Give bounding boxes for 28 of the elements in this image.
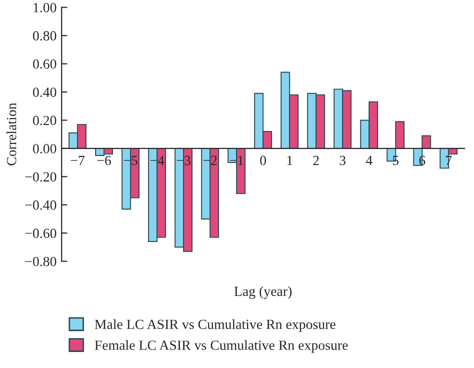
x-tick-label: −3 bbox=[176, 156, 190, 166]
y-tick-label: 0.00 bbox=[32, 144, 56, 154]
x-axis-title: Lag (year) bbox=[234, 286, 292, 299]
legend-label: Female LC ASIR vs Cumulative Rn exposure bbox=[94, 340, 348, 353]
x-tick-label: 6 bbox=[419, 156, 426, 166]
y-tick-label: 0.20 bbox=[32, 116, 56, 126]
x-tick-label: 5 bbox=[392, 156, 399, 166]
y-tick-label: 0.40 bbox=[32, 88, 56, 98]
y-tick-label: −0.20 bbox=[25, 172, 56, 182]
y-tick-label: 1.00 bbox=[34, 2, 56, 12]
x-tick-label: −6 bbox=[97, 156, 112, 166]
y-tick-label: −0.60 bbox=[25, 228, 56, 238]
legend-label: Male LC ASIR vs Cumulative Rn exposure bbox=[94, 319, 336, 332]
y-tick-label: −0.80 bbox=[25, 256, 56, 266]
y-tick-label: 0.80 bbox=[32, 31, 56, 41]
x-tick-label: 4 bbox=[366, 156, 372, 166]
x-tick-label: 0 bbox=[260, 156, 266, 166]
x-tick-label: 3 bbox=[340, 156, 346, 166]
x-tick-label: 2 bbox=[313, 156, 319, 166]
x-tick-label: −1 bbox=[230, 156, 244, 166]
x-tick-label: −2 bbox=[203, 156, 217, 166]
y-axis-title: Correlation bbox=[6, 102, 16, 166]
x-tick-label: −7 bbox=[70, 156, 85, 166]
x-tick-label: −4 bbox=[150, 156, 164, 166]
y-tick-label: −0.40 bbox=[25, 200, 56, 210]
x-tick-label: −5 bbox=[124, 156, 138, 166]
y-tick-label: 0.60 bbox=[32, 59, 56, 69]
x-tick-label: 1 bbox=[287, 156, 292, 166]
